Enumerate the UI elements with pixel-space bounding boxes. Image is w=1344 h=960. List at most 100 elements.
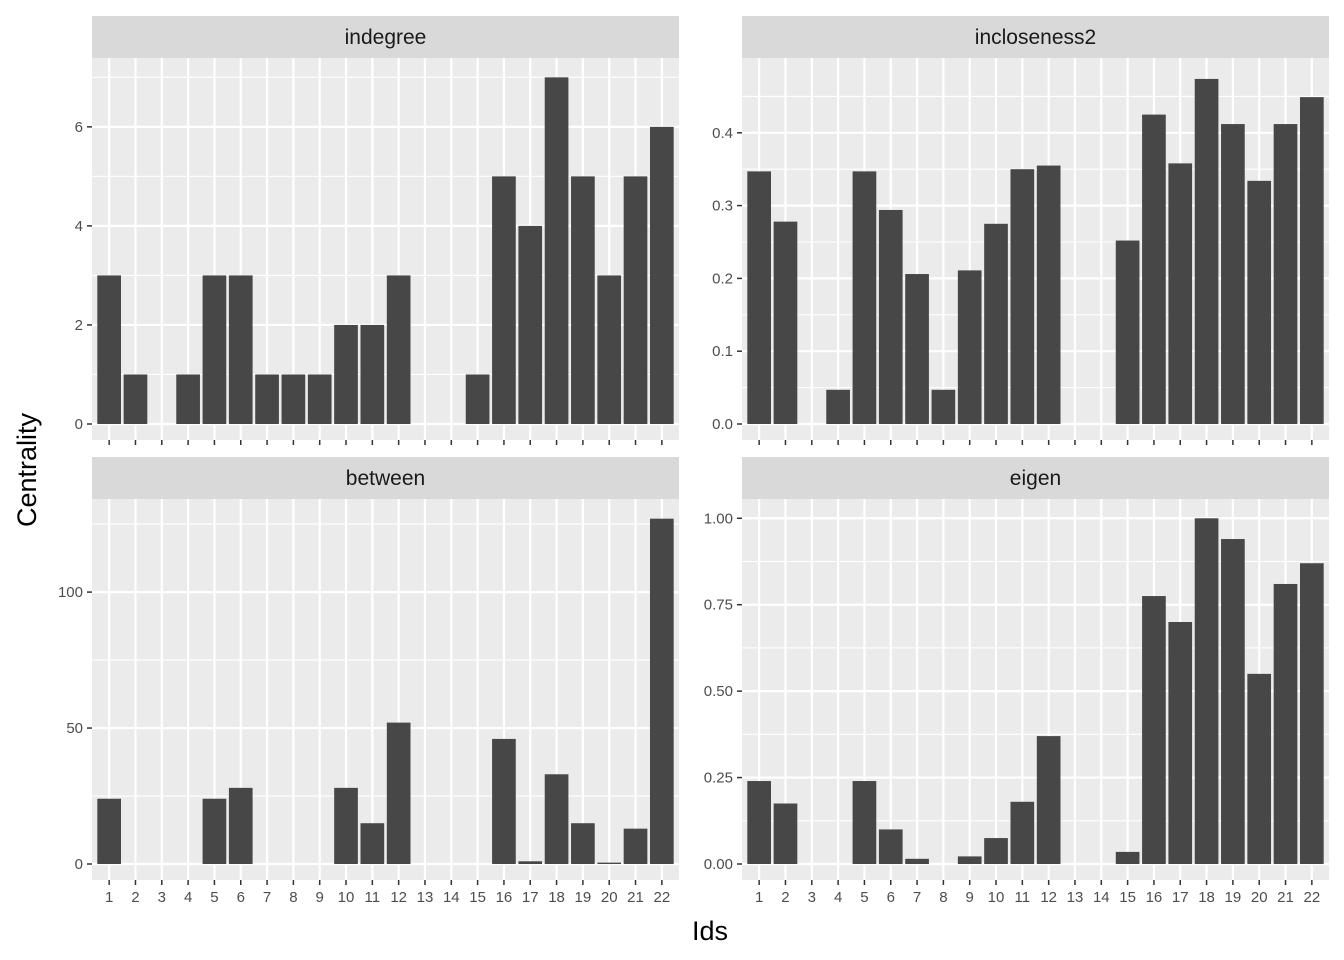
y-tick-label: 0.3 <box>712 198 733 215</box>
y-tick-label: 0 <box>75 856 83 873</box>
x-tick-label: 19 <box>575 889 592 906</box>
bar-indegree-22 <box>649 126 674 424</box>
bar-incloseness2-10 <box>984 223 1008 424</box>
bar-incloseness2-19 <box>1221 124 1245 425</box>
bar-indegree-2 <box>123 374 148 424</box>
facet-strip-title: between <box>346 467 425 490</box>
facet-panel-incloseness2: incloseness2 0.0 0.1 0.2 0.3 0.4 <box>712 16 1329 445</box>
facet-strip <box>92 16 679 58</box>
y-tick-label: 0.4 <box>712 125 733 142</box>
bar-between-5 <box>202 798 227 864</box>
bar-between-22 <box>649 518 674 864</box>
bar-indegree-4 <box>176 374 200 424</box>
x-tick-label: 18 <box>1198 889 1215 906</box>
facet-panel-indegree: indegree 0 2 4 6 <box>75 16 679 445</box>
x-tick-label: 10 <box>988 889 1005 906</box>
x-tick-label: 16 <box>1146 889 1163 906</box>
x-tick-label: 3 <box>158 889 166 906</box>
x-tick-label: 9 <box>316 889 324 906</box>
x-tick-label: 12 <box>1040 889 1057 906</box>
y-tick-label: 0.75 <box>704 597 733 614</box>
y-tick-label: 0.2 <box>712 270 733 287</box>
bar-between-19 <box>571 823 595 864</box>
x-tick-label: 1 <box>755 889 763 906</box>
bar-indegree-9 <box>307 374 332 424</box>
bar-eigen-20 <box>1247 673 1272 864</box>
x-tick-label: 5 <box>860 889 868 906</box>
x-tick-label: 21 <box>627 889 644 906</box>
y-tick-label: 0.1 <box>712 343 733 360</box>
x-tick-label: 7 <box>913 889 921 906</box>
x-tick-label: 20 <box>1251 889 1268 906</box>
x-tick-label: 17 <box>522 889 539 906</box>
y-tick-label: 2 <box>75 317 83 334</box>
bar-incloseness2-7 <box>905 274 929 424</box>
bar-indegree-1 <box>97 275 122 424</box>
x-tick-label: 8 <box>289 889 297 906</box>
x-tick-label: 19 <box>1225 889 1242 906</box>
bar-between-11 <box>360 823 385 864</box>
bar-incloseness2-16 <box>1142 114 1166 424</box>
bar-indegree-12 <box>386 275 411 424</box>
x-tick-label: 5 <box>210 889 218 906</box>
bar-indegree-5 <box>202 275 227 424</box>
bar-indegree-18 <box>544 77 569 424</box>
x-tick-label: 20 <box>601 889 618 906</box>
bar-incloseness2-17 <box>1168 163 1193 424</box>
x-tick-label: 11 <box>365 889 381 906</box>
bar-eigen-21 <box>1273 583 1298 864</box>
y-tick-label: 100 <box>58 584 83 601</box>
bar-incloseness2-1 <box>747 171 772 424</box>
x-tick-label: 8 <box>939 889 947 906</box>
x-tick-label: 11 <box>1015 889 1031 906</box>
bar-indegree-16 <box>492 176 516 424</box>
bar-eigen-18 <box>1194 518 1219 864</box>
bar-eigen-22 <box>1299 563 1324 864</box>
bar-incloseness2-22 <box>1299 97 1324 425</box>
bar-incloseness2-5 <box>852 171 877 424</box>
y-tick-label: 6 <box>75 119 83 136</box>
x-tick-label: 15 <box>469 889 486 906</box>
facet-strip-title: eigen <box>1010 467 1061 490</box>
bar-eigen-1 <box>747 781 772 864</box>
y-tick-label: 4 <box>75 218 83 235</box>
x-axis-title: Ids <box>692 916 728 946</box>
x-tick-label: 2 <box>781 889 789 906</box>
bar-between-20 <box>597 862 622 864</box>
bar-incloseness2-12 <box>1036 165 1061 424</box>
bar-eigen-12 <box>1036 736 1061 864</box>
bar-incloseness2-6 <box>878 209 903 424</box>
x-tick-label: 14 <box>1093 889 1110 906</box>
bar-indegree-8 <box>281 374 306 424</box>
bar-eigen-11 <box>1010 801 1035 864</box>
bar-between-1 <box>97 798 122 864</box>
x-tick-label: 22 <box>653 889 670 906</box>
y-tick-label: 0.0 <box>712 416 733 433</box>
y-tick-label: 50 <box>66 720 83 737</box>
x-tick-label: 16 <box>496 889 513 906</box>
y-tick-label: 1.00 <box>704 510 733 527</box>
bar-incloseness2-2 <box>773 221 798 424</box>
x-tick-label: 4 <box>184 889 192 906</box>
bar-between-18 <box>544 774 569 864</box>
bar-incloseness2-11 <box>1010 169 1035 424</box>
bar-incloseness2-20 <box>1247 180 1272 424</box>
bar-incloseness2-4 <box>826 389 850 424</box>
bar-indegree-11 <box>360 324 385 424</box>
bar-between-12 <box>386 722 411 864</box>
bar-eigen-9 <box>957 856 982 864</box>
x-tick-label: 13 <box>417 889 434 906</box>
bar-incloseness2-18 <box>1194 78 1219 424</box>
x-tick-label: 10 <box>338 889 355 906</box>
bar-incloseness2-21 <box>1273 124 1298 425</box>
bar-indegree-15 <box>465 374 490 424</box>
bar-eigen-15 <box>1115 851 1140 864</box>
bar-indegree-19 <box>571 176 595 424</box>
bar-incloseness2-9 <box>957 270 982 424</box>
bar-eigen-19 <box>1221 539 1245 864</box>
bar-eigen-2 <box>773 803 798 864</box>
x-tick-label: 14 <box>443 889 460 906</box>
